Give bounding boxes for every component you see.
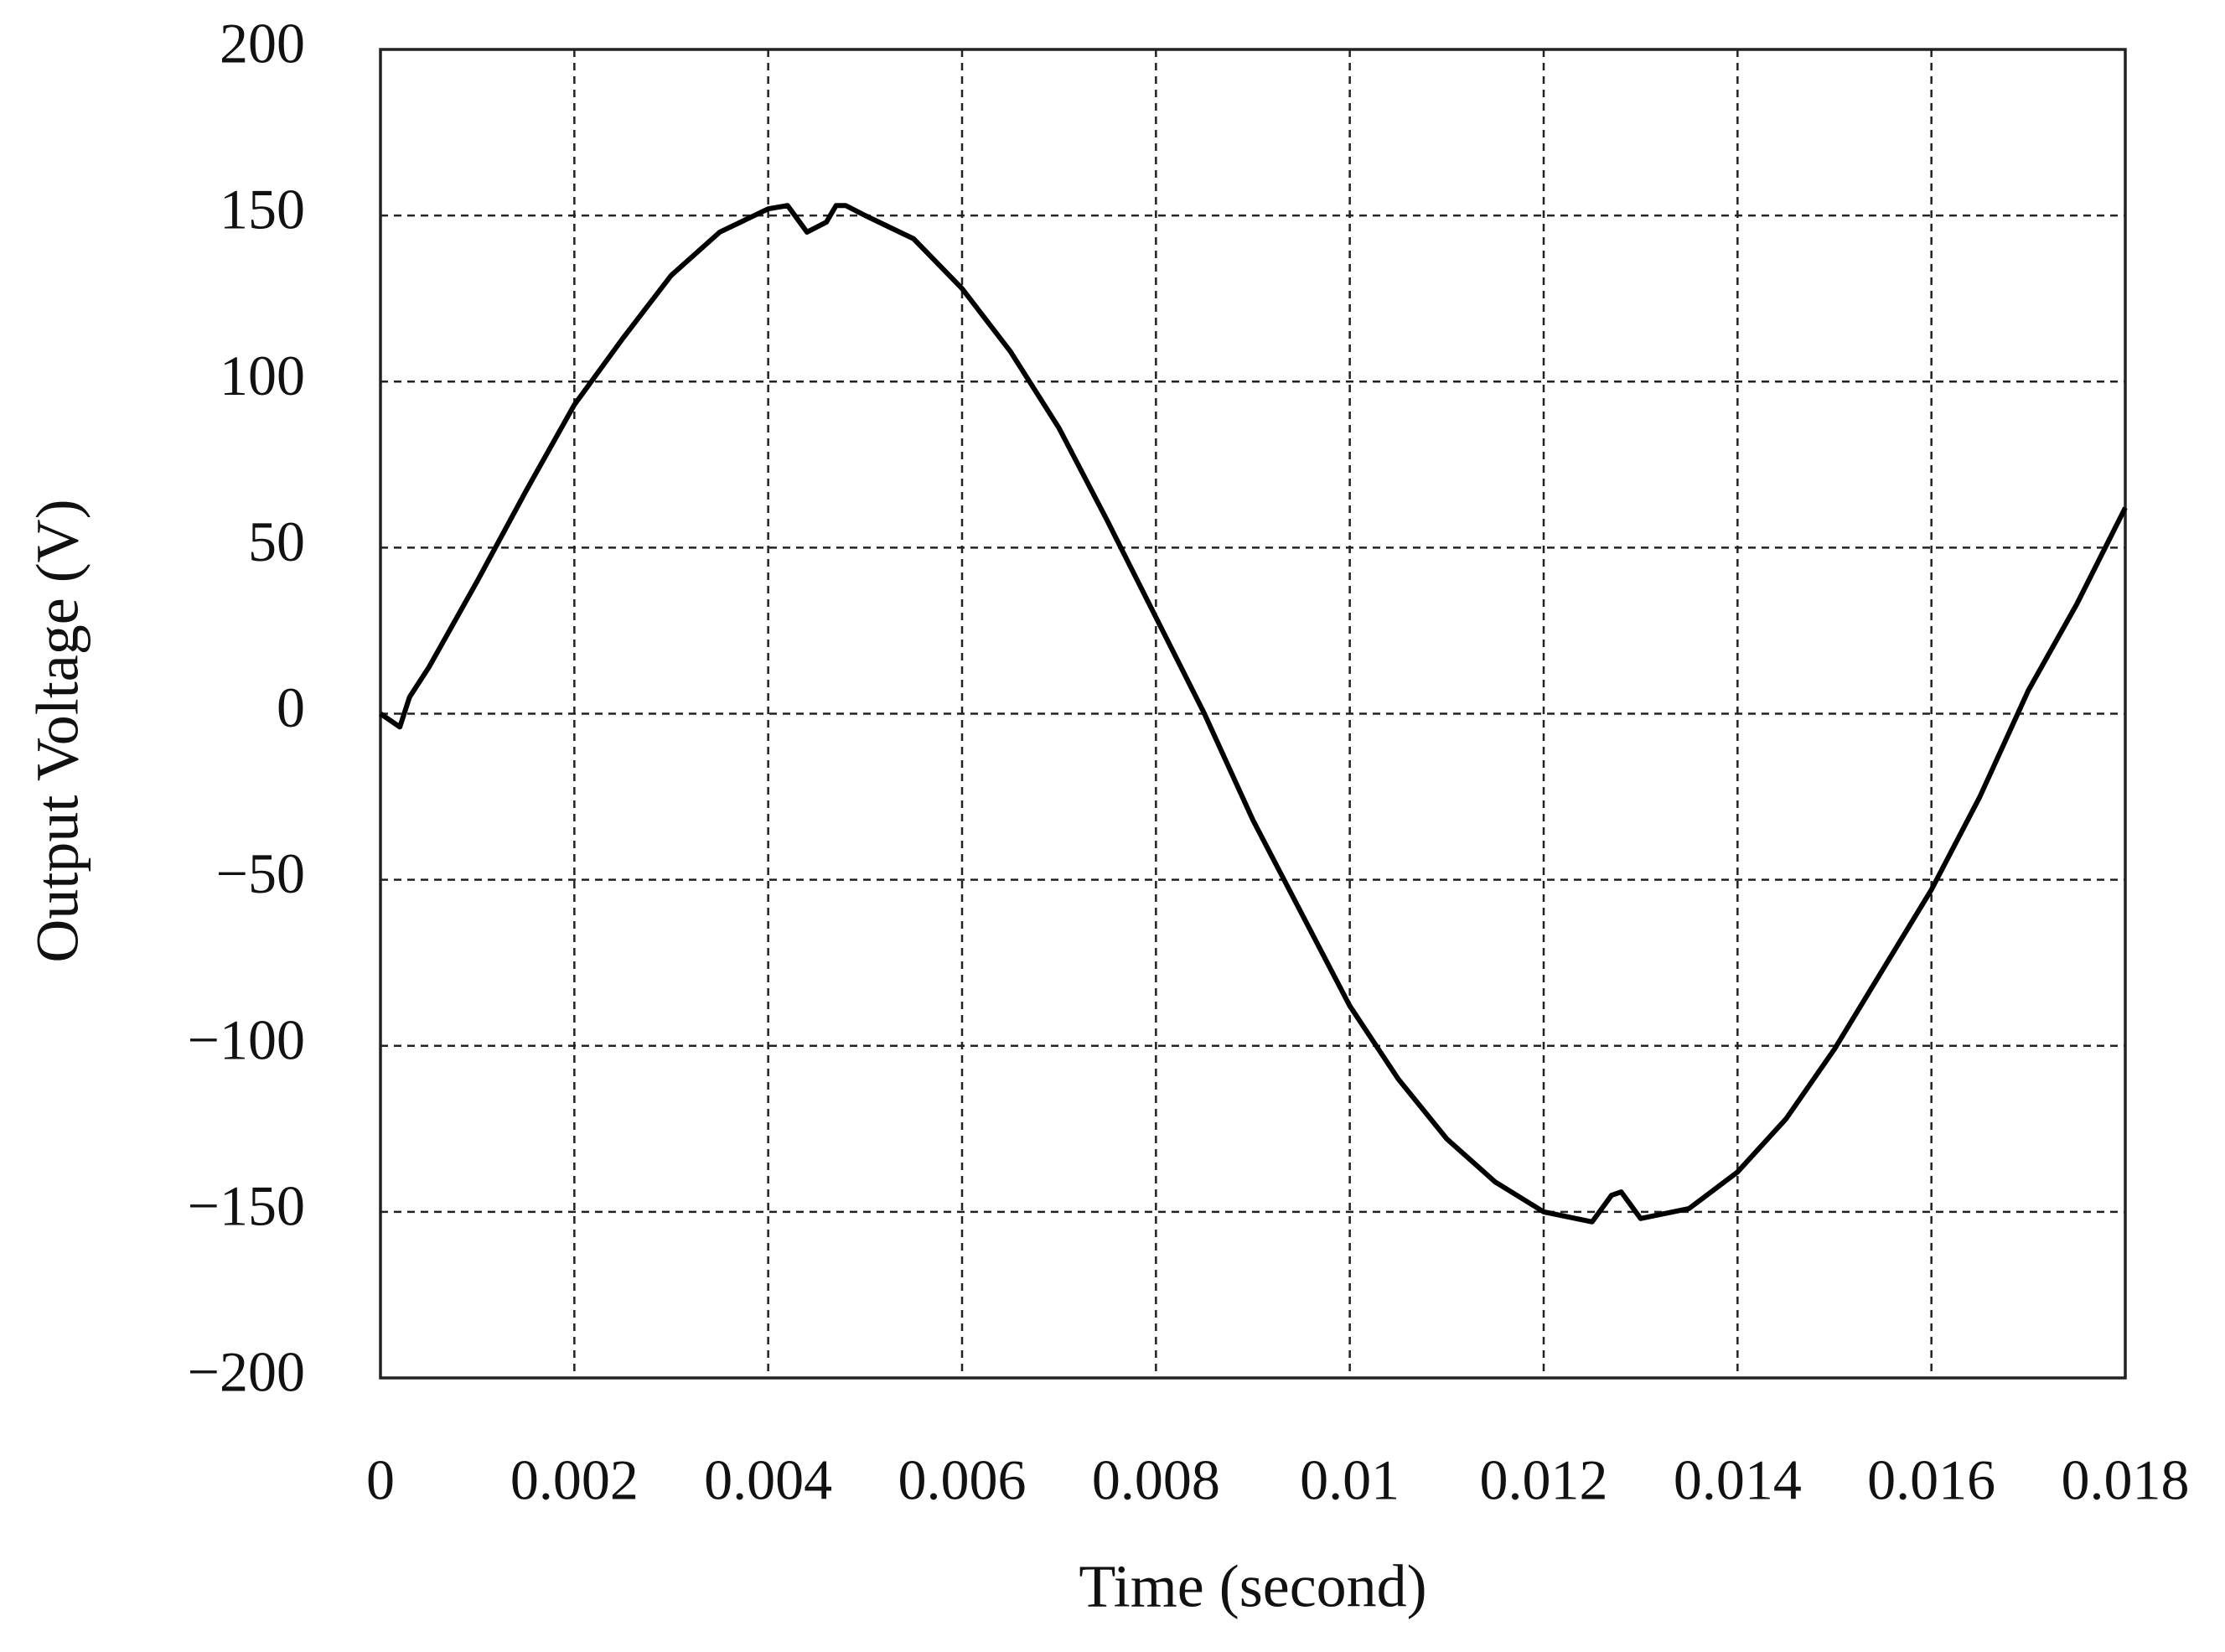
y-tick-label: −150 bbox=[188, 1173, 305, 1237]
x-tick-label: 0.004 bbox=[704, 1448, 832, 1512]
y-tick-label: 50 bbox=[248, 510, 305, 573]
x-tick-label: 0.008 bbox=[1092, 1448, 1220, 1512]
y-axis-title: Output Voltage (V) bbox=[24, 499, 91, 962]
y-tick-label: 150 bbox=[220, 178, 305, 241]
y-tick-label: 100 bbox=[220, 344, 305, 407]
x-tick-label: 0.012 bbox=[1480, 1448, 1608, 1512]
x-tick-label: 0.016 bbox=[1867, 1448, 1995, 1512]
x-tick-label: 0.006 bbox=[898, 1448, 1027, 1512]
y-tick-label: −200 bbox=[188, 1340, 305, 1404]
x-tick-label: 0.018 bbox=[2062, 1448, 2190, 1512]
x-tick-label: 0.014 bbox=[1674, 1448, 1802, 1512]
x-tick-label: 0.01 bbox=[1300, 1448, 1400, 1512]
data-line bbox=[379, 203, 2128, 1225]
y-tick-label: −50 bbox=[216, 842, 305, 905]
y-tick-label: 0 bbox=[277, 676, 305, 739]
x-axis-title: Time (second) bbox=[1079, 1553, 1426, 1620]
x-tick-label: 0 bbox=[366, 1448, 395, 1512]
y-tick-label: −100 bbox=[188, 1007, 305, 1071]
y-tick-label: 200 bbox=[220, 12, 305, 75]
x-tick-label: 0.002 bbox=[510, 1448, 639, 1512]
